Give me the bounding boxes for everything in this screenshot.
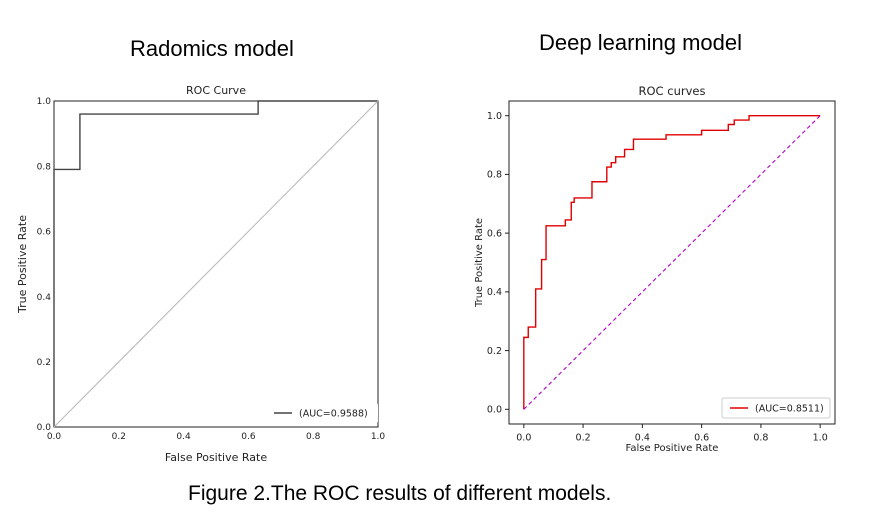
plot-frame: [508, 100, 836, 425]
y-tick-label: 1.0: [37, 97, 52, 107]
chance-diagonal-line: [53, 100, 379, 428]
left-panel-title: Radomics model: [130, 36, 294, 61]
y-axis-label: True Positive Rate: [16, 215, 29, 314]
y-axis-label: True Positive Rate: [474, 218, 485, 308]
chart-title: ROC curves: [639, 84, 706, 98]
x-axis-label: False Positive Rate: [165, 451, 267, 464]
roc-curve-line: [53, 100, 378, 427]
y-tick-label: 0.0: [37, 423, 52, 433]
legend-label: (AUC=0.9588): [299, 409, 368, 420]
y-tick-label: 0.6: [487, 228, 502, 239]
y-tick-label: 0.2: [487, 346, 502, 357]
x-tick-label: 0.0: [47, 432, 62, 442]
x-tick-label: 0.8: [753, 433, 768, 444]
x-tick-label: 0.8: [306, 432, 321, 442]
legend-box: [266, 403, 378, 423]
x-tick-label: 0.2: [576, 433, 591, 444]
x-tick-label: 0.2: [112, 432, 126, 442]
figure-caption: Figure 2.The ROC results of different mo…: [188, 482, 612, 505]
x-tick-label: 0.4: [635, 433, 650, 444]
y-tick-label: 0.0: [487, 405, 502, 416]
y-tick-label: 0.4: [37, 293, 52, 303]
x-tick-label: 0.0: [516, 433, 531, 444]
x-tick-label: 1.0: [371, 432, 386, 442]
y-tick-label: 0.8: [37, 162, 52, 172]
x-tick-label: 0.6: [241, 432, 256, 442]
x-tick-label: 0.4: [176, 432, 191, 442]
y-tick-label: 0.8: [487, 170, 502, 181]
y-tick-label: 1.0: [487, 111, 502, 122]
roc-curve-line: [523, 114, 821, 410]
right-panel-title: Deep learning model: [539, 30, 743, 55]
x-tick-label: 0.6: [694, 433, 709, 444]
y-tick-label: 0.4: [487, 287, 502, 298]
roc-chart-radiomics: ROC Curve 0.0 0.2 0.4 0.6 0.8 1.0 0.0 0.2 0.4 0.6 0…: [16, 84, 385, 464]
chance-diagonal-line: [523, 115, 821, 410]
roc-chart-deep-learning: ROC curves 0.0 0.2 0.4 0.6 0.8 1.0 0.0 0.2 0.4 0.6…: [474, 84, 836, 454]
chart-title: ROC Curve: [186, 84, 246, 97]
x-tick-label: 1.0: [813, 433, 828, 444]
legend-box: [721, 397, 831, 419]
x-axis-label: False Positive Rate: [626, 443, 719, 454]
y-tick-label: 0.2: [37, 358, 51, 368]
legend-label: (AUC=0.8511): [755, 404, 824, 415]
y-tick-label: 0.6: [37, 228, 52, 238]
